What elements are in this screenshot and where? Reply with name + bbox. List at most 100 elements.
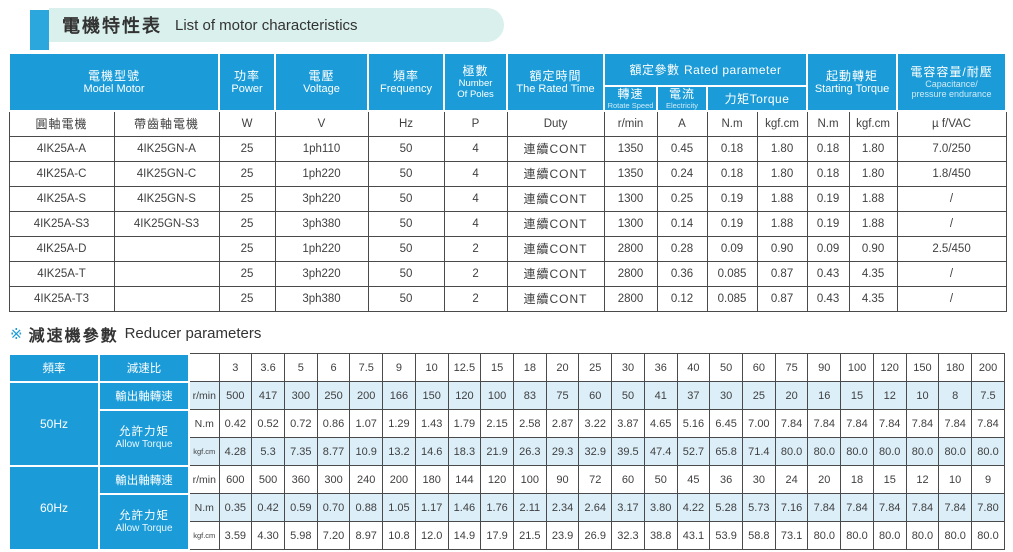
rated-param-zh: 額定參數 bbox=[629, 62, 680, 77]
value-cell: 60 bbox=[611, 465, 645, 494]
value-cell: 4.35 bbox=[848, 260, 898, 287]
ratio-column-header: 減速比 bbox=[98, 352, 190, 383]
value-cell: 50 bbox=[367, 260, 445, 287]
value-cell: 0.87 bbox=[756, 285, 808, 312]
frequency-header: 頻率 Frequency bbox=[367, 52, 446, 112]
value-cell: 10.8 bbox=[382, 521, 416, 550]
value-cell: 23.9 bbox=[545, 521, 580, 550]
value-cell: 120 bbox=[480, 465, 514, 494]
value-cell: 72 bbox=[578, 465, 613, 494]
capacitance-header: 電容容量/耐壓 Capacitance/ pressure endurance bbox=[896, 52, 1008, 112]
value-cell: 25 bbox=[218, 135, 276, 162]
reducer-table: 頻率 減速比 3 3.6 5 6 7.5 9 10 12.5 15 18 20 25 30 36 40 50 60 7… bbox=[8, 352, 1005, 551]
value-cell: 29.3 bbox=[545, 437, 580, 466]
unit-cell: Duty bbox=[506, 110, 605, 137]
value-cell: 21.5 bbox=[512, 521, 547, 550]
motor-table-row: 4IK25A-S3 4IK25GN-S3 25 3ph380 50 4 連續CONT 1300… bbox=[8, 210, 1007, 237]
value-cell: 0.18 bbox=[806, 160, 850, 187]
value-cell: 0.90 bbox=[756, 235, 808, 262]
allow-torque-zh: 允許力矩 bbox=[119, 510, 169, 522]
value-cell: 39.5 bbox=[611, 437, 645, 466]
gear-shaft-model-cell: 4IK25GN-S bbox=[113, 185, 220, 212]
round-shaft-model-cell: 4IK25A-D bbox=[8, 235, 115, 262]
value-cell: 2.87 bbox=[545, 409, 580, 438]
value-cell: 0.36 bbox=[656, 260, 708, 287]
value-cell: 47.4 bbox=[643, 437, 678, 466]
value-cell: 17.9 bbox=[480, 521, 514, 550]
value-cell: 12.0 bbox=[414, 521, 449, 550]
ratio-header-row: 頻率 減速比 3 3.6 5 6 7.5 9 10 12.5 15 18 20 25 30 36 40 50 60 7… bbox=[8, 352, 1005, 383]
value-cell: 1.05 bbox=[382, 493, 416, 522]
ratio-value-cell: 18 bbox=[512, 353, 547, 382]
value-cell: 2800 bbox=[603, 260, 658, 287]
gear-shaft-model-cell: 4IK25GN-A bbox=[113, 135, 220, 162]
value-cell: 50 bbox=[367, 210, 445, 237]
gear-shaft-model-cell: 4IK25GN-C bbox=[113, 160, 220, 187]
value-cell: 0.43 bbox=[806, 285, 850, 312]
value-cell: 80.0 bbox=[872, 437, 907, 466]
value-cell: 2 bbox=[443, 260, 508, 287]
value-cell: 80.0 bbox=[971, 437, 1005, 466]
reference-marker: ※ bbox=[10, 325, 23, 343]
value-cell: 0.43 bbox=[806, 260, 850, 287]
value-cell: 1.17 bbox=[414, 493, 449, 522]
units-row: 圓軸電機 帶齒軸電機 W V Hz P Duty r/min A N.m kgf.cm N.m kgf.… bbox=[8, 110, 1007, 137]
value-cell: 30 bbox=[709, 381, 743, 410]
value-cell: 8.77 bbox=[316, 437, 351, 466]
value-cell: 9 bbox=[971, 465, 1005, 494]
value-cell: 0.18 bbox=[706, 135, 758, 162]
value-cell: 4.35 bbox=[848, 285, 898, 312]
value-cell: 7.84 bbox=[774, 409, 809, 438]
50hz-kgfcm-row: kgf.cm 4.28 5.3 7.35 8.77 10.9 13.2 14.6 18.3 21.… bbox=[9, 437, 1005, 466]
value-cell: 0.24 bbox=[656, 160, 708, 187]
ratio-value-cell: 10 bbox=[414, 353, 449, 382]
value-cell: 58.8 bbox=[742, 521, 776, 550]
allow-torque-en: Allow Torque bbox=[115, 439, 173, 450]
value-cell: 0.42 bbox=[218, 409, 253, 438]
starting-torque-header: 起動轉矩 Starting Torque bbox=[806, 52, 899, 112]
value-cell: 1ph220 bbox=[274, 235, 369, 262]
value-cell: 41 bbox=[643, 381, 678, 410]
page-title-en: List of motor characteristics bbox=[175, 16, 358, 34]
value-cell: 80.0 bbox=[774, 437, 809, 466]
unit-cell: N.m bbox=[188, 409, 220, 438]
ratio-value-cell: 15 bbox=[480, 353, 514, 382]
value-cell: 1.80 bbox=[756, 160, 808, 187]
value-cell: 166 bbox=[382, 381, 416, 410]
ratio-value-cell: 50 bbox=[709, 353, 743, 382]
value-cell: 7.0/250 bbox=[896, 135, 1007, 162]
allow-torque-zh: 允許力矩 bbox=[119, 426, 169, 438]
value-cell: 36 bbox=[709, 465, 743, 494]
value-cell: 0.09 bbox=[806, 235, 850, 262]
value-cell: 50 bbox=[367, 160, 445, 187]
value-cell: 15 bbox=[872, 465, 907, 494]
value-cell: 1300 bbox=[603, 210, 658, 237]
value-cell: 8 bbox=[938, 381, 973, 410]
unit-cell: N.m bbox=[706, 110, 758, 137]
frequency-group-cell: 50Hz bbox=[8, 380, 100, 467]
frequency-zh: 頻率 bbox=[393, 68, 420, 83]
frequency-en: Frequency bbox=[380, 82, 432, 95]
value-cell: 7.84 bbox=[807, 409, 842, 438]
value-cell: 18.3 bbox=[447, 437, 482, 466]
value-cell: 5.16 bbox=[676, 409, 711, 438]
frequency-label: 50Hz bbox=[39, 416, 68, 431]
value-cell: 71.4 bbox=[742, 437, 776, 466]
round-shaft-model-cell: 4IK25A-A bbox=[8, 135, 115, 162]
value-cell: 1ph110 bbox=[274, 135, 369, 162]
ratio-value-cell: 25 bbox=[578, 353, 613, 382]
value-cell: 24 bbox=[774, 465, 809, 494]
rated-time-zh: 額定時間 bbox=[529, 68, 582, 83]
value-cell: 0.25 bbox=[656, 185, 708, 212]
value-cell: 2 bbox=[443, 285, 508, 312]
model-motor-zh: 電機型號 bbox=[88, 68, 141, 83]
value-cell: 0.19 bbox=[806, 185, 850, 212]
value-cell: 3ph220 bbox=[274, 260, 369, 287]
ratio-value-cell: 20 bbox=[545, 353, 580, 382]
value-cell: 30 bbox=[742, 465, 776, 494]
voltage-header: 電壓 Voltage bbox=[274, 52, 370, 112]
value-cell: 75 bbox=[545, 381, 580, 410]
value-cell: 20 bbox=[774, 381, 809, 410]
value-cell: 250 bbox=[316, 381, 351, 410]
value-cell: 連續CONT bbox=[506, 160, 605, 187]
